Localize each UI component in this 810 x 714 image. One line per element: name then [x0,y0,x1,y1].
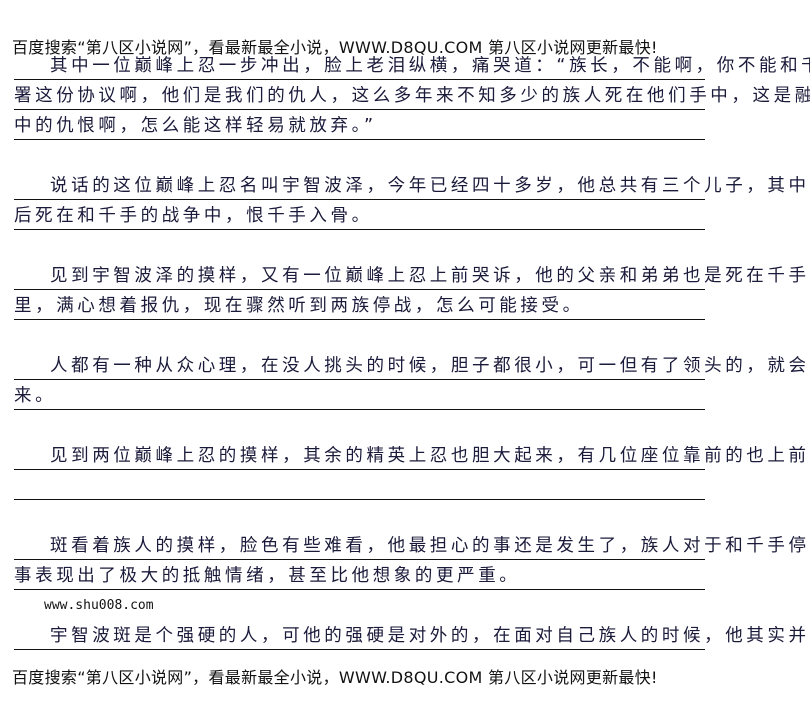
header-banner: 百度搜索“第八区小说网”，看最新最全小说，WWW.D8QU.COM 第八区小说网… [12,38,658,57]
text-line: 中的仇恨啊，怎么能这样轻易就放弃。” [14,113,705,140]
text-line: 宇智波斑是个强硬的人，可他的强硬是对外的，在面对自己族人的时候，他其实并不是一 [14,623,810,650]
text-line: 里，满心想着报仇，现在骤然听到两族停战，怎么可能接受。 [14,293,705,320]
text-line: 事表现出了极大的抵触情绪，甚至比他想象的更严重。 [14,563,705,590]
text-line: 人都有一种从众心理，在没人挑头的时候，胆子都很小，可一但有了领头的，就会胆大起 [14,353,810,380]
text-line [14,473,705,500]
text-line: 斑看着族人的摸样，脸色有些难看，他最担心的事还是发生了，族人对于和千手停战这件 [14,533,810,560]
footer-banner: 百度搜索“第八区小说网”，看最新最全小说，WWW.D8QU.COM 第八区小说网… [12,668,658,687]
text-line: 说话的这位巅峰上忍名叫宇智波泽，今年已经四十多岁，他总共有三个儿子，其中两个先 [14,173,810,200]
text-line: 其中一位巅峰上忍一步冲出，脸上老泪纵横，痛哭道：“族长，不能啊，你不能和千手签 [14,53,810,80]
watermark-url: www.shu008.com [44,598,154,613]
text-line: 来。 [14,383,705,410]
text-line: 后死在和千手的战争中，恨千手入骨。 [14,203,705,230]
text-line: 见到宇智波泽的摸样，又有一位巅峰上忍上前哭诉，他的父亲和弟弟也是死在千手族人手 [14,263,810,290]
text-line: 见到两位巅峰上忍的摸样，其余的精英上忍也胆大起来，有几位座位靠前的也上前哭诉。 [14,443,810,470]
text-line: 署这份协议啊，他们是我们的仇人，这么多年来不知多少的族人死在他们手中，这是融进血… [14,83,810,110]
